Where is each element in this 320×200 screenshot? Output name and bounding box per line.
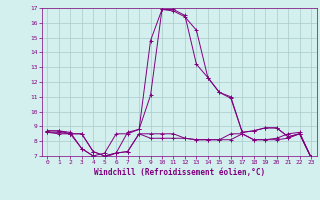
X-axis label: Windchill (Refroidissement éolien,°C): Windchill (Refroidissement éolien,°C) — [94, 168, 265, 177]
